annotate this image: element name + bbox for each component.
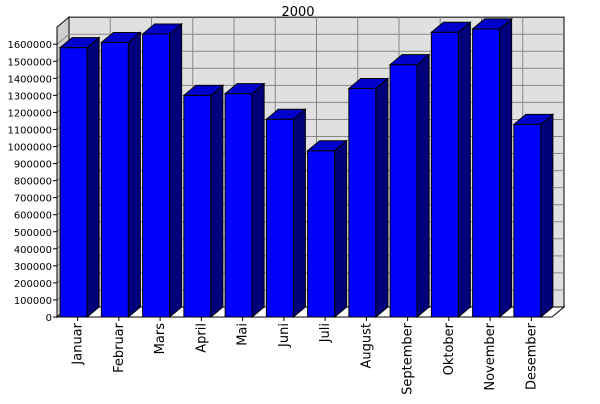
y-tick-label: 800000 [14, 177, 52, 188]
bar-side [416, 53, 430, 319]
y-tick-label: 1500000 [7, 57, 52, 68]
bar [58, 36, 101, 319]
x-tick-label: Desember [524, 322, 539, 390]
x-tick-label: September [401, 322, 416, 395]
x-tick-label: Februar [112, 322, 127, 373]
bar-top [223, 83, 266, 95]
y-tick-label: 200000 [14, 279, 52, 290]
x-tick-label: Januar [71, 322, 86, 365]
bar-top [471, 18, 514, 30]
bar-front [183, 94, 212, 318]
y-tick-label: 1300000 [7, 91, 52, 102]
bar-side [375, 77, 389, 319]
bar-front [472, 28, 501, 318]
bar-front [224, 93, 253, 318]
x-tick-label: Mai [236, 323, 251, 346]
x-tick-label: Juni [277, 323, 292, 348]
bar-top [141, 23, 184, 35]
bar-front [307, 150, 336, 318]
bar [388, 53, 431, 319]
y-tick-label: 900000 [14, 160, 52, 171]
y-tick-label: 300000 [14, 262, 52, 273]
x-tick-label: August [359, 323, 374, 369]
bar-side [169, 22, 183, 319]
bar-top [58, 37, 101, 49]
bar-side [457, 21, 471, 319]
y-tick-label: 500000 [14, 228, 52, 239]
bars [58, 17, 555, 319]
x-tick-label: November [483, 322, 498, 390]
bar-top [512, 113, 555, 125]
bar-front [265, 118, 294, 318]
y-tick-label: 1400000 [7, 74, 52, 85]
bar-top [347, 78, 390, 90]
bar [347, 77, 390, 319]
y-tick-label: 1000000 [7, 143, 52, 154]
bar [471, 17, 514, 319]
bar-side [292, 108, 306, 319]
y-tick-label: 400000 [14, 245, 52, 256]
bar [182, 84, 225, 319]
bar [429, 21, 472, 319]
bar-top [306, 140, 349, 152]
bar-side [210, 84, 224, 319]
y-tick-label: 1200000 [7, 108, 52, 119]
y-tick-label: 1600000 [7, 40, 52, 51]
bar-front [142, 33, 171, 318]
x-tick-label: Mars [153, 323, 168, 355]
bar-front [59, 47, 88, 318]
x-tick-label: Oktober [442, 322, 457, 375]
y-tick-label: 100000 [14, 296, 52, 307]
bar-front [348, 88, 377, 318]
bar-side [499, 17, 513, 319]
y-tick-label: 1100000 [7, 125, 52, 136]
bar-top [388, 54, 431, 66]
bar-front [430, 31, 459, 318]
y-tick-label: 600000 [14, 211, 52, 222]
bar-side [540, 113, 554, 319]
chart-title: 2000 [281, 5, 314, 20]
x-tick-label: April [194, 323, 209, 353]
bar-front [100, 41, 129, 318]
y-tick-label: 0 [46, 313, 52, 324]
bar-top [182, 84, 225, 96]
bar [99, 31, 142, 319]
bar-front [389, 64, 418, 318]
bar [264, 108, 307, 319]
bar-top [99, 31, 142, 43]
bar-top [264, 108, 307, 120]
bar [512, 113, 555, 319]
bar [223, 82, 266, 319]
bar-side [127, 31, 141, 319]
bar-front [513, 123, 542, 318]
bar-side [334, 139, 348, 319]
bar [141, 22, 184, 319]
bar-top [429, 21, 472, 33]
bar-side [86, 36, 100, 319]
bar [306, 139, 349, 319]
bar-side [251, 82, 265, 319]
axis-labels: 0 100000 200000 300000 400000 500000 600000 700… [7, 40, 539, 395]
x-tick-label: Juli [318, 323, 333, 343]
y-tick-label: 700000 [14, 194, 52, 205]
